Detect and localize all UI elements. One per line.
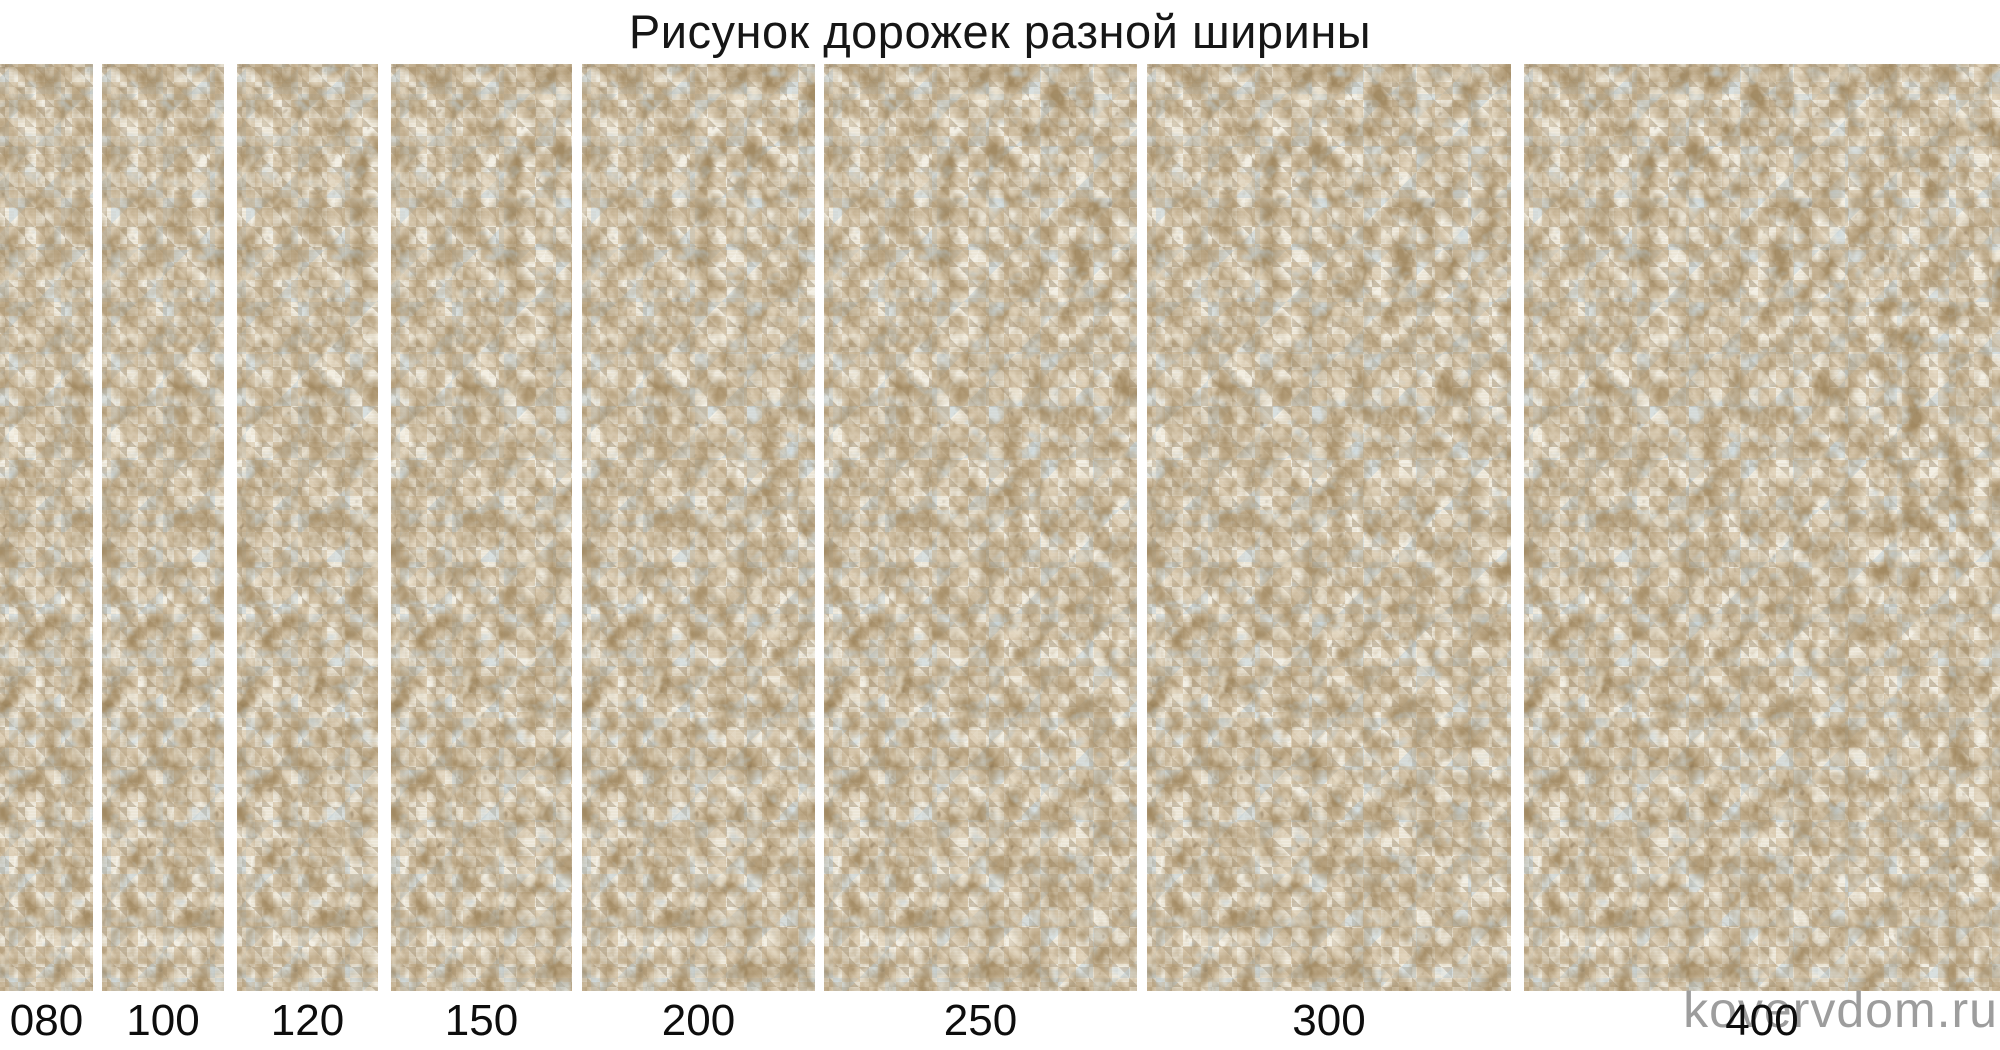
carpet-noise-overlay (582, 64, 815, 991)
carpet-noise-overlay (237, 64, 378, 991)
strip-width-label-200: 200 (661, 996, 736, 1045)
runner-strip-200 (582, 64, 815, 991)
strip-width-label-080: 080 (9, 996, 84, 1045)
runner-strip-250 (824, 64, 1137, 991)
strip-width-label-400: 400 (1725, 996, 1799, 1045)
carpet-noise-overlay (1147, 64, 1511, 991)
page-title: Рисунок дорожек разной ширины (628, 5, 1372, 58)
runner-strip-300 (1147, 64, 1511, 991)
runner-strip-120 (237, 64, 378, 991)
runner-strip-100 (102, 64, 224, 991)
runner-strip-400 (1524, 64, 2000, 991)
strip-width-label-300: 300 (1292, 996, 1366, 1045)
runner-strip-080 (0, 64, 93, 991)
carpet-noise-overlay (391, 64, 572, 991)
carpet-noise-overlay (1524, 64, 2000, 991)
carpet-noise-overlay (824, 64, 1137, 991)
carpet-noise-overlay (102, 64, 224, 991)
strip-width-label-120: 120 (270, 996, 345, 1045)
strip-width-label-100: 100 (126, 996, 200, 1045)
watermark: kovervdom.ru (1683, 982, 1998, 1038)
runner-strip-150 (391, 64, 572, 991)
carpet-noise-overlay (0, 64, 93, 991)
strip-width-label-250: 250 (943, 996, 1018, 1045)
strip-width-label-150: 150 (444, 996, 519, 1045)
